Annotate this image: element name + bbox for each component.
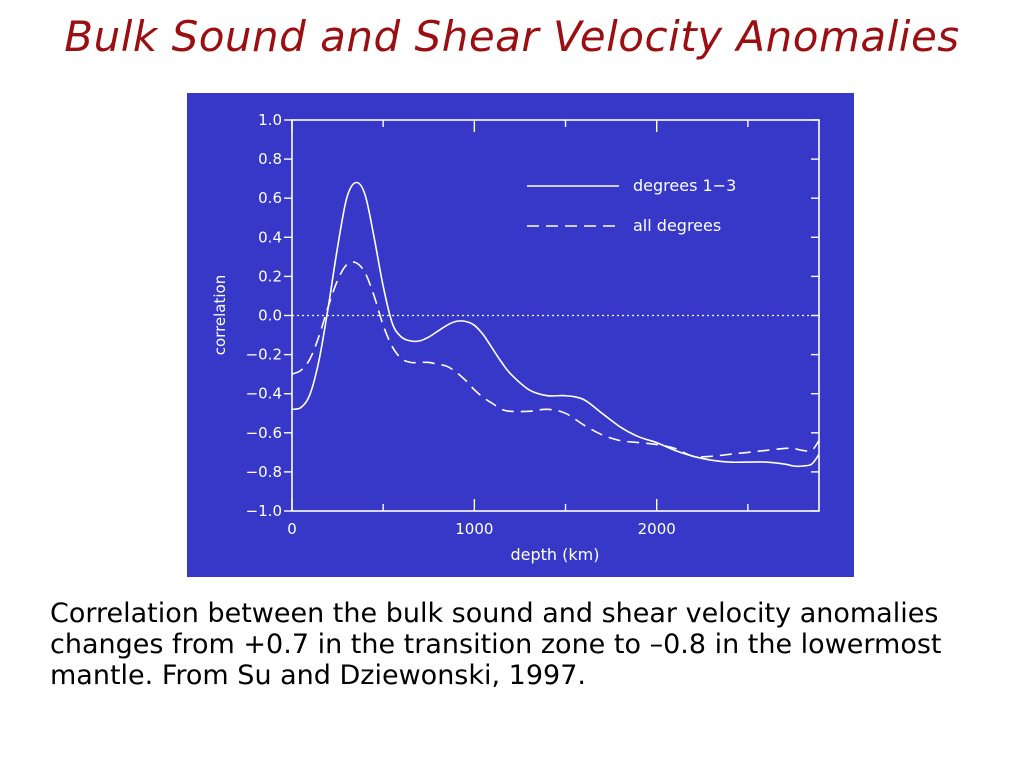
- x-tick-label: 1000: [455, 520, 493, 538]
- y-tick-label: −0.2: [246, 346, 282, 364]
- series-line-degrees-1-3: [291, 181, 820, 468]
- x-tick-label: 2000: [638, 520, 676, 538]
- y-tick-label: −0.6: [246, 424, 282, 442]
- slide-title: Bulk Sound and Shear Velocity Anomalies: [64, 12, 960, 61]
- plot-frame: [291, 119, 820, 512]
- x-tick-label: 0: [287, 520, 297, 538]
- x-axis-label: depth (km): [511, 545, 600, 564]
- y-tick-label: −1.0: [246, 502, 282, 520]
- figure-caption: Correlation between the bulk sound and s…: [50, 598, 942, 691]
- series-line-all-degrees: [291, 261, 820, 458]
- legend-label: all degrees: [633, 216, 721, 235]
- chart-figure: correlation depth (km) 1.0 0.8 0.6 0.4 0.2 0.…: [187, 93, 854, 577]
- y-tick-label: 0.2: [258, 267, 282, 285]
- legend-label: degrees 1−3: [633, 176, 736, 195]
- y-axis-label: correlation: [211, 275, 229, 356]
- y-tick-label: 0.4: [258, 228, 282, 246]
- y-tick-label: 1.0: [258, 111, 282, 129]
- y-tick-label: 0.6: [258, 189, 282, 207]
- y-tick-label: −0.8: [246, 463, 282, 481]
- y-tick-label: 0.0: [258, 307, 282, 325]
- y-tick-label: 0.8: [258, 150, 282, 168]
- y-tick-label: −0.4: [246, 385, 282, 403]
- correlation-chart: correlation depth (km) 1.0 0.8 0.6 0.4 0.2 0.…: [211, 111, 820, 564]
